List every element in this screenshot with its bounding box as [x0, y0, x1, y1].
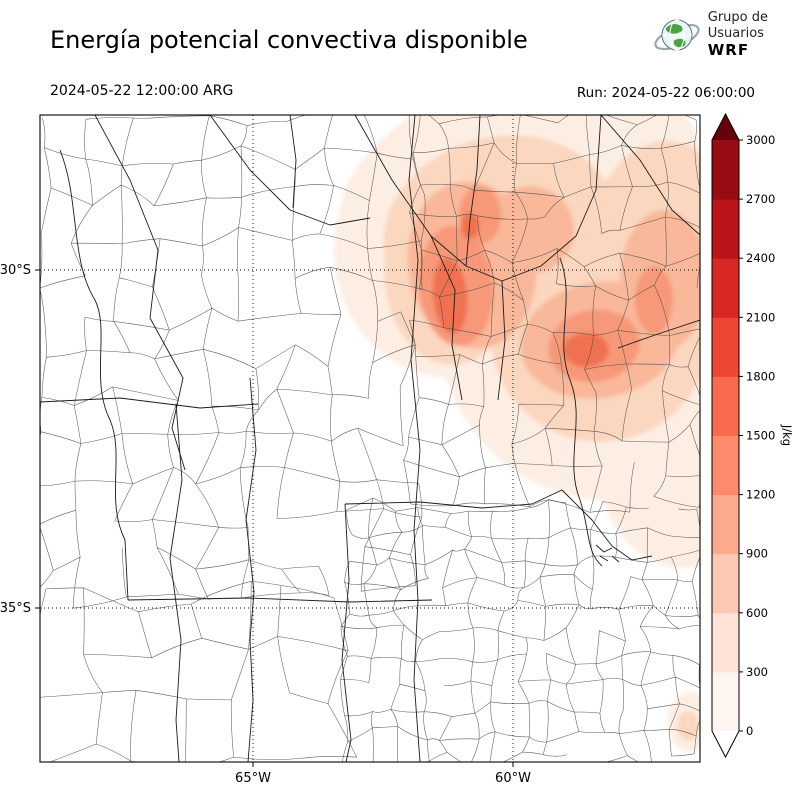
svg-text:900: 900 [746, 547, 768, 561]
axis-tick-labels: 65°W 60°W 30°S 35°S [0, 263, 531, 786]
map-frame [39, 114, 701, 763]
svg-text:60°W: 60°W [495, 771, 531, 786]
logo-line-2: Usuarios [707, 25, 764, 41]
svg-text:0: 0 [746, 724, 753, 738]
svg-text:1500: 1500 [746, 429, 775, 443]
department-boundaries [40, 115, 700, 762]
logo-line-wrf: WRF [707, 41, 750, 60]
svg-text:2100: 2100 [746, 310, 775, 324]
svg-text:2700: 2700 [746, 192, 775, 206]
logo-line-1: Grupo de [707, 10, 768, 25]
svg-text:1200: 1200 [746, 488, 775, 502]
logo-text: Grupo de Usuarios WRF [708, 10, 768, 59]
colorbar: 0 300 600 900 1200 1500 1800 2100 2400 2700 3000 J/… [711, 112, 794, 759]
page-title: Energía potencial convectiva disponible [50, 26, 528, 54]
svg-text:1800: 1800 [746, 369, 775, 383]
svg-text:35°S: 35°S [0, 601, 31, 616]
svg-text:2400: 2400 [746, 251, 775, 265]
svg-text:65°W: 65°W [235, 771, 271, 786]
svg-text:30°S: 30°S [0, 263, 31, 278]
wrf-users-group-logo: Grupo de Usuarios WRF [653, 10, 768, 59]
svg-text:600: 600 [746, 606, 768, 620]
globe-icon [654, 19, 700, 51]
svg-text:J/kg: J/kg [780, 424, 794, 446]
svg-text:3000: 3000 [746, 133, 775, 147]
svg-text:300: 300 [746, 665, 768, 679]
run-time-label: Run: 2024-05-22 06:00:00 [576, 85, 755, 101]
valid-time-label: 2024-05-22 12:00:00 ARG [50, 83, 234, 99]
